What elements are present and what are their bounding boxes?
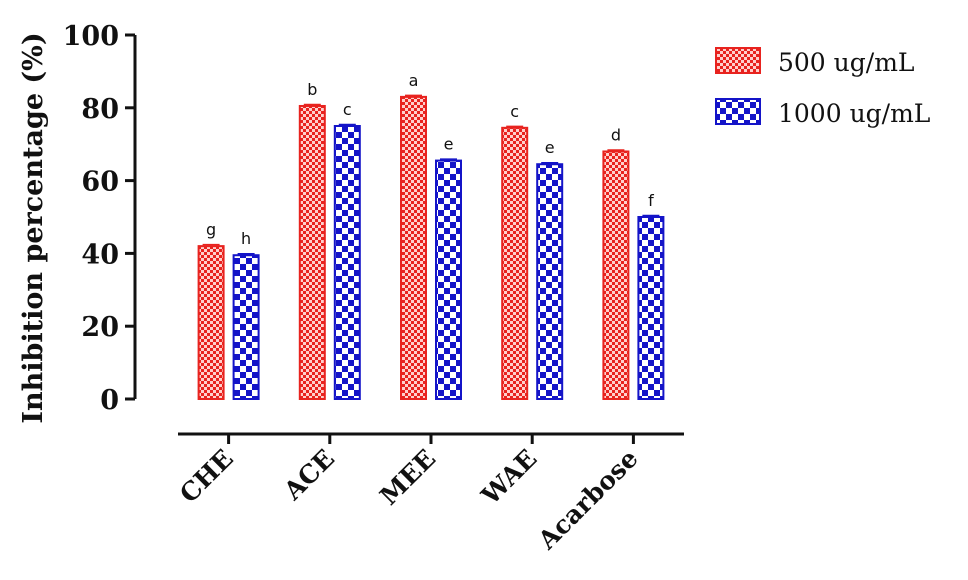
y-tick-label: 80 bbox=[81, 94, 119, 125]
y-tick-label: 0 bbox=[100, 385, 119, 416]
bar-series2 bbox=[333, 125, 361, 400]
y-tick-label: 60 bbox=[81, 167, 119, 198]
x-tick-label: WAE bbox=[475, 444, 542, 511]
significance-letters: g b a c d h c e e f bbox=[206, 71, 654, 248]
bar-series1 bbox=[602, 150, 630, 400]
significance-letter: a bbox=[409, 71, 419, 90]
bar-series1 bbox=[501, 126, 529, 400]
legend: 500 ug/mL 1000 ug/mL bbox=[715, 47, 930, 128]
bar-series1 bbox=[298, 104, 326, 400]
bars-group bbox=[197, 94, 665, 400]
bar-series2 bbox=[536, 163, 564, 400]
significance-letter: e bbox=[444, 135, 454, 154]
y-axis-label: Inhibition percentage (%) bbox=[18, 32, 49, 423]
legend-label-1000: 1000 ug/mL bbox=[778, 99, 930, 128]
significance-letter: e bbox=[545, 138, 555, 157]
significance-letter: c bbox=[343, 100, 352, 119]
bar-series2 bbox=[435, 159, 462, 400]
bar-series1 bbox=[400, 95, 427, 400]
significance-letter: b bbox=[307, 80, 317, 99]
bar-series2 bbox=[232, 254, 260, 400]
y-tick-label: 20 bbox=[81, 312, 119, 343]
y-tick-label: 100 bbox=[63, 21, 119, 52]
legend-label-500: 500 ug/mL bbox=[778, 48, 915, 77]
legend-swatch-500 bbox=[715, 47, 761, 74]
y-tick-label: 40 bbox=[81, 239, 119, 270]
x-tick-label: CHE bbox=[174, 444, 239, 509]
significance-letter: g bbox=[206, 220, 216, 239]
significance-letter: f bbox=[648, 191, 654, 210]
significance-letter: c bbox=[510, 102, 519, 121]
x-tick-label: Acarbose bbox=[532, 444, 644, 556]
bar-series1 bbox=[197, 245, 225, 400]
x-tick-label: MEE bbox=[374, 444, 441, 511]
y-axis: 0 20 40 60 80 100 bbox=[63, 21, 137, 416]
x-tick-label: ACE bbox=[278, 444, 340, 506]
legend-swatch-1000 bbox=[715, 98, 761, 125]
bar-series2 bbox=[637, 216, 665, 400]
significance-letter: h bbox=[241, 229, 251, 248]
significance-letter: d bbox=[611, 125, 621, 144]
